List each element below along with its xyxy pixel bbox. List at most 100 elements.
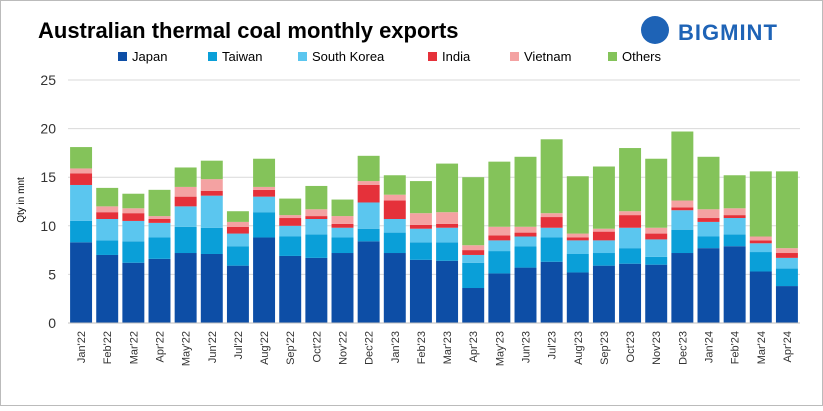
bar-segment	[174, 206, 197, 227]
bar-segment	[566, 253, 589, 273]
bar-segment	[436, 223, 459, 228]
bar-segment	[122, 220, 145, 242]
bar-segment	[566, 272, 589, 323]
logo: BIGMINT	[641, 16, 777, 45]
bar-segment	[749, 240, 772, 244]
bar-segment	[697, 156, 720, 210]
bar-segment	[671, 229, 694, 254]
bar-segment	[592, 231, 615, 241]
bar-segment	[148, 258, 171, 323]
bar-segment	[697, 236, 720, 249]
bar-segment	[462, 262, 485, 289]
bar-segment	[645, 256, 668, 265]
bar-segment	[383, 194, 406, 201]
bar-segment	[96, 206, 119, 213]
y-tick-label: 10	[40, 218, 56, 234]
x-tick-label: Jun'22	[207, 331, 219, 363]
bar-segment	[174, 196, 197, 207]
bar-segment	[357, 241, 380, 323]
bar-segment	[331, 237, 354, 254]
bar-segment	[671, 200, 694, 208]
bar-segment	[723, 215, 746, 219]
legend-label: Vietnam	[524, 49, 571, 64]
bar-segment	[409, 181, 432, 214]
bar-segment	[462, 177, 485, 246]
bar-segment	[383, 218, 406, 233]
bar-segment	[488, 226, 511, 236]
x-tick-label: Mar'23	[442, 331, 454, 364]
legend-swatch	[428, 52, 437, 61]
bar-segment	[383, 200, 406, 219]
bar-segment	[514, 267, 537, 323]
bar-segment	[200, 179, 223, 191]
bar-segment	[305, 185, 328, 210]
bar-segment	[540, 227, 563, 238]
bar-segment	[305, 218, 328, 235]
bar-segment	[671, 253, 694, 323]
x-tick-label: Sep'22	[285, 331, 297, 365]
y-tick-label: 20	[40, 121, 56, 137]
bar-segment	[96, 218, 119, 241]
bar-segment	[645, 227, 668, 234]
bar-segment	[96, 187, 119, 207]
bar-segment	[409, 213, 432, 225]
x-tick-label: Mar'22	[128, 331, 140, 364]
bar-segment	[723, 208, 746, 216]
bar-segment	[383, 232, 406, 254]
bar-segment	[70, 168, 93, 174]
bar-segment	[96, 212, 119, 219]
bar-segment	[200, 190, 223, 196]
bar-segment	[514, 226, 537, 233]
bar-segment	[305, 234, 328, 258]
bar-segment	[540, 139, 563, 214]
bar-segment	[357, 184, 380, 203]
bar-segment	[775, 257, 798, 269]
bar-segment	[592, 240, 615, 254]
bar-segment	[723, 246, 746, 323]
bar-segment	[122, 241, 145, 263]
bar-segment	[540, 213, 563, 218]
x-tick-label: Apr'23	[468, 331, 480, 362]
bar-segment	[462, 254, 485, 263]
bar-segment	[305, 209, 328, 217]
bar-segment	[775, 268, 798, 287]
bar-segment	[279, 218, 302, 226]
bar-segment	[174, 253, 197, 323]
bar-segment	[619, 263, 642, 323]
bar-segment	[645, 239, 668, 257]
bar-segment	[436, 242, 459, 261]
x-tick-label: Feb'22	[102, 331, 114, 364]
bar-segment	[645, 158, 668, 228]
bar-segment	[96, 240, 119, 255]
x-tick-label: Jun'23	[521, 331, 533, 363]
legend: Japan Taiwan South Korea India Vietnam Others	[118, 49, 662, 64]
x-tick-label: Feb'23	[416, 331, 428, 364]
bar-segment	[357, 202, 380, 229]
bar-segment	[540, 261, 563, 323]
bar-segment	[226, 233, 249, 247]
bar-segment	[540, 237, 563, 262]
bar-segment	[174, 167, 197, 187]
bar-segment	[566, 176, 589, 234]
bar-segment	[645, 264, 668, 323]
bar-segment	[122, 208, 145, 214]
bar-segment	[148, 216, 171, 219]
bar-segment	[253, 186, 276, 190]
bar-segment	[671, 131, 694, 201]
y-tick-label: 5	[48, 266, 56, 282]
bar-segment	[279, 198, 302, 216]
bar-segment	[775, 286, 798, 323]
x-tick-label: May'23	[494, 331, 506, 366]
bar-segment	[409, 242, 432, 260]
x-tick-label: Apr'22	[155, 331, 167, 362]
bar-segment	[488, 161, 511, 227]
bar-segment	[331, 253, 354, 323]
bar-segment	[174, 226, 197, 254]
y-axis-label: Qty in mnt	[16, 177, 27, 223]
bar-segment	[749, 243, 772, 253]
bar-segment	[488, 235, 511, 241]
bar-segment	[723, 234, 746, 247]
x-tick-label: Aug'22	[259, 331, 271, 365]
x-tick-label: Sep'23	[599, 331, 611, 365]
